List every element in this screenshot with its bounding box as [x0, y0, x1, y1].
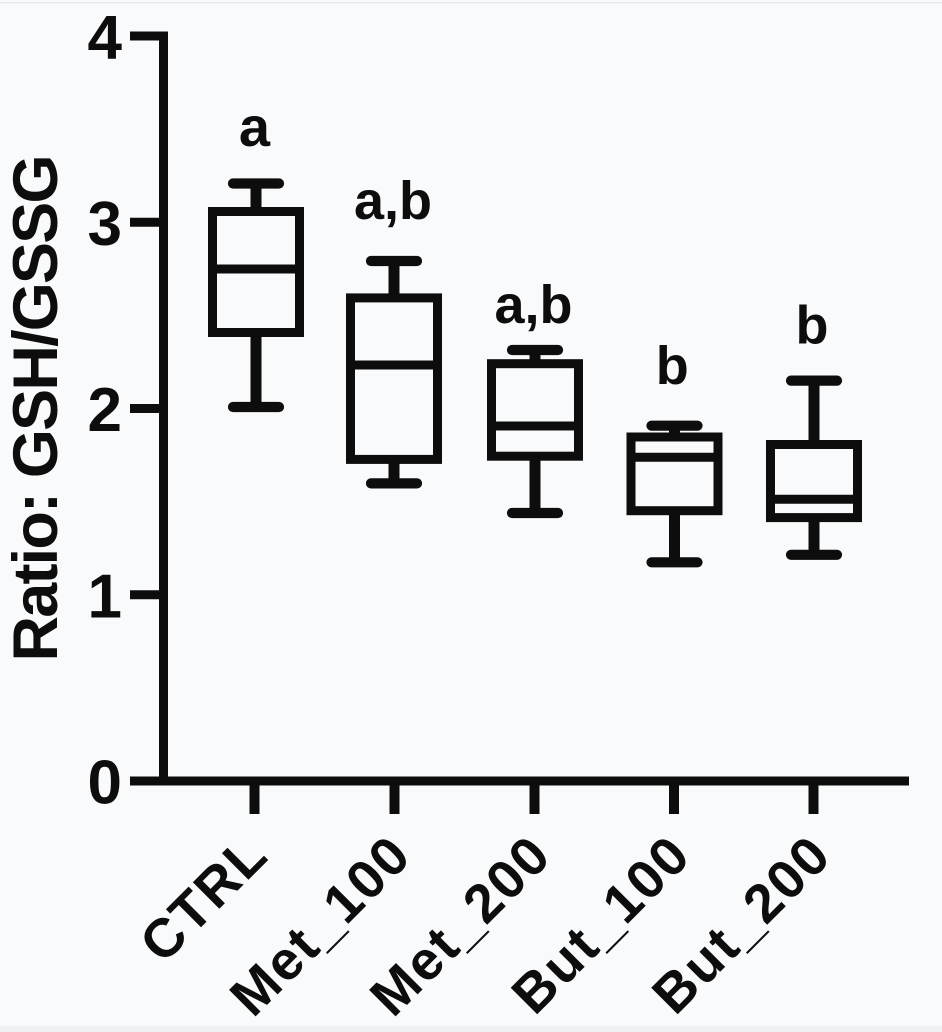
svg-text:b: b — [656, 336, 689, 396]
svg-text:a: a — [239, 95, 271, 158]
svg-text:b: b — [796, 296, 829, 356]
svg-text:a,b: a,b — [494, 275, 572, 335]
svg-text:4: 4 — [88, 4, 123, 73]
svg-text:2: 2 — [88, 376, 122, 445]
svg-text:Ratio: GSH/GSSG: Ratio: GSH/GSSG — [1, 155, 71, 662]
svg-text:1: 1 — [88, 562, 122, 631]
svg-text:a,b: a,b — [354, 171, 432, 231]
svg-text:3: 3 — [88, 190, 122, 259]
svg-text:0: 0 — [88, 749, 122, 818]
